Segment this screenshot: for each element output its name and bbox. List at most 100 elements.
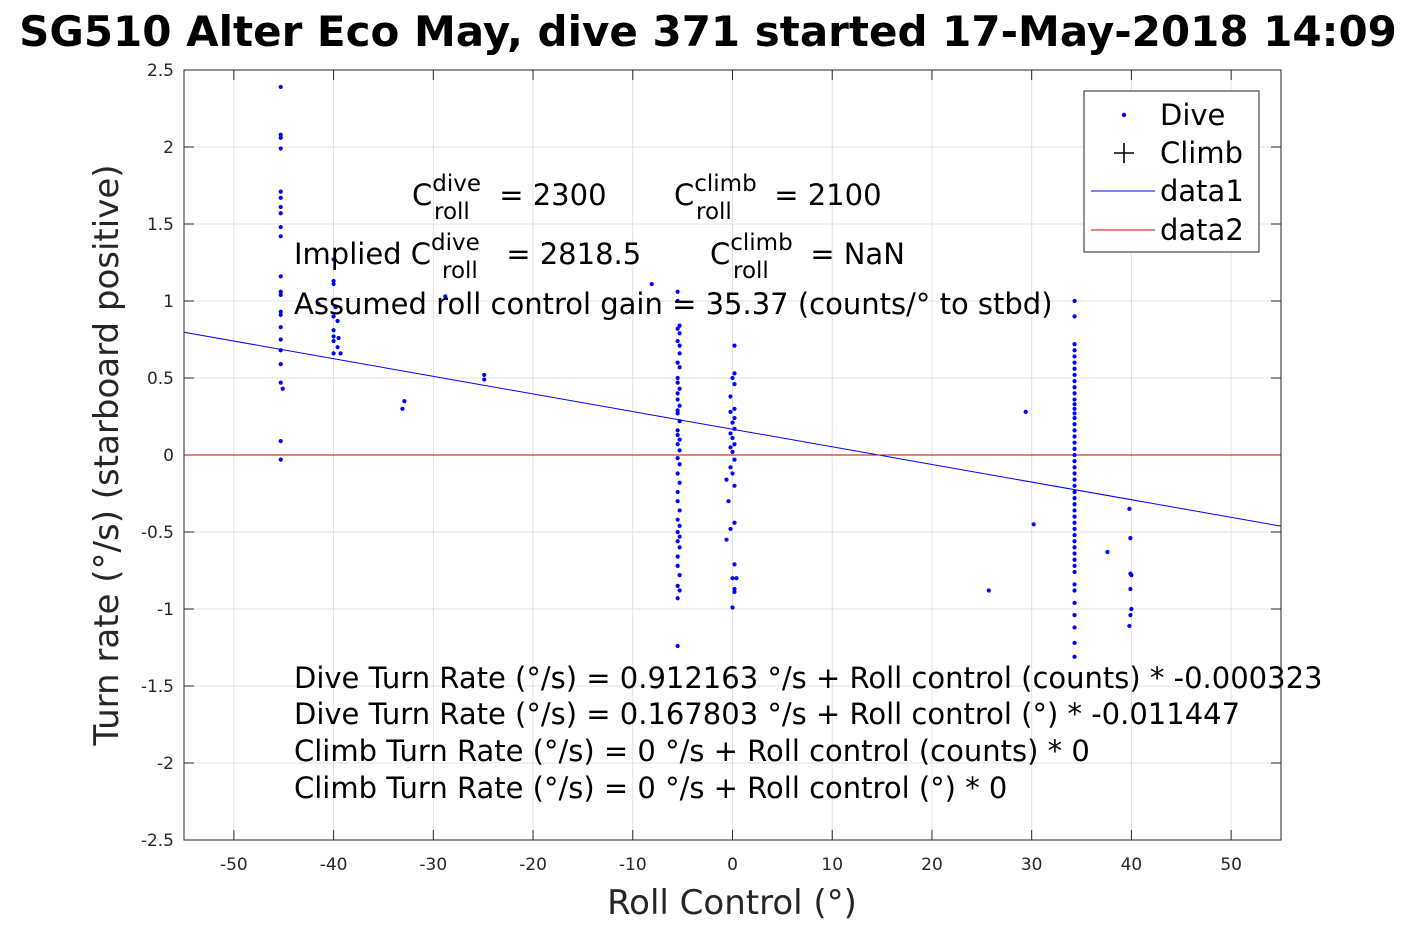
dive-point (278, 234, 283, 239)
dive-point (1072, 366, 1077, 371)
dive-point (278, 325, 283, 330)
y-tick-label: 2.5 (147, 61, 174, 81)
dive-point (1128, 586, 1133, 592)
dive-point (732, 589, 737, 595)
dive-point (728, 409, 733, 414)
dive-point (1072, 422, 1077, 427)
dive-point (732, 586, 737, 592)
dive-point (734, 576, 739, 581)
dive-point (1072, 354, 1077, 359)
dive-point (675, 563, 680, 568)
dive-point (1072, 406, 1077, 411)
x-tick-label: -10 (619, 855, 647, 875)
legend-box (1083, 90, 1260, 253)
dive-point (675, 471, 680, 476)
dive-point (278, 84, 283, 90)
dive-point (482, 377, 487, 382)
dive-point (278, 135, 283, 140)
dive-point (1072, 569, 1077, 575)
dive-point (1072, 514, 1077, 519)
dive-point (675, 298, 680, 304)
plot-frame (183, 69, 1282, 841)
dive-point (331, 351, 336, 356)
dive-point (1128, 536, 1133, 541)
dive-point (331, 281, 336, 287)
legend: Dive Climb data1 data2 (1083, 90, 1260, 253)
annotation-eq1: Dive Turn Rate (°/s) = 0.912163 °/s + Ro… (294, 661, 1322, 695)
dive-point (728, 431, 733, 436)
dive-point (331, 328, 336, 333)
dive-point (675, 489, 680, 495)
dive-point (1072, 582, 1077, 587)
dive-point (1072, 508, 1077, 513)
dive-point (1072, 532, 1077, 538)
dive-point (728, 526, 733, 532)
dive-point (732, 415, 737, 421)
dive-point (728, 394, 733, 399)
dive-point (278, 289, 283, 294)
dive-point (675, 380, 680, 385)
dive-point (1072, 348, 1077, 353)
dive-point (677, 588, 682, 593)
dive-point (1072, 428, 1077, 433)
dive-point (732, 426, 737, 431)
y-tick-label: -1.5 (141, 677, 174, 697)
dive-point (1128, 613, 1133, 618)
dive-point (1072, 625, 1077, 630)
dive-point (278, 439, 283, 444)
y-tick-label: 1 (163, 292, 174, 312)
annotations: Cdive roll = 2300 Cclimb roll = 2100 Impli… (294, 171, 1322, 805)
dive-point (675, 397, 680, 402)
x-tick-label: 10 (821, 855, 843, 875)
dive-point (331, 257, 336, 262)
dive-point (1072, 391, 1077, 396)
dive-point (278, 195, 283, 200)
dive-point (677, 437, 682, 442)
dive-point (675, 529, 680, 535)
dive-point (675, 583, 680, 589)
dive-point (278, 189, 283, 194)
dive-point (675, 499, 680, 504)
dive-point (336, 335, 341, 341)
dive-point (278, 337, 283, 342)
dive-point (677, 386, 682, 391)
dive-point (724, 477, 729, 482)
dive-point (1127, 506, 1132, 511)
y-tick-label: -2.5 (141, 831, 174, 851)
dive-point (677, 351, 682, 356)
dive-point (677, 323, 682, 328)
y-tick-label: 0.5 (147, 369, 174, 389)
dive-point (730, 375, 735, 381)
dive-point (331, 338, 336, 344)
dive-point (986, 588, 991, 593)
dive-point (1072, 613, 1077, 618)
dive-point (1072, 471, 1077, 476)
dive-point (1072, 520, 1077, 525)
dive-point (1072, 477, 1077, 482)
data-points (278, 84, 1134, 659)
dive-point (278, 292, 283, 297)
dive-point (331, 278, 336, 284)
dive-point (338, 351, 343, 356)
dive-point (1072, 360, 1077, 365)
dive-point (1072, 588, 1077, 593)
x-tick-label: 0 (727, 855, 738, 875)
dive-point (1105, 549, 1110, 555)
dive-point (677, 331, 682, 336)
dive-point (1072, 465, 1077, 470)
dive-point (675, 428, 680, 433)
dive-point (278, 457, 283, 462)
x-tick-label: 20 (921, 855, 943, 875)
legend-dive: Dive (1160, 98, 1225, 132)
annotation-eq2: Dive Turn Rate (°/s) = 0.167803 °/s + Ro… (294, 697, 1240, 731)
y-tick-label: 0 (163, 446, 174, 466)
dive-point (677, 545, 682, 550)
dive-point (1129, 573, 1134, 578)
dive-point (1072, 600, 1077, 605)
annotation-gain: Assumed roll control gain = 35.37 (count… (294, 287, 1053, 321)
y-tick-label: -1 (157, 600, 174, 620)
dive-point (732, 382, 737, 387)
dive-point (675, 408, 680, 413)
annotation-implied-climb: Cclimb roll = NaN (710, 230, 905, 284)
dive-point (728, 465, 733, 470)
